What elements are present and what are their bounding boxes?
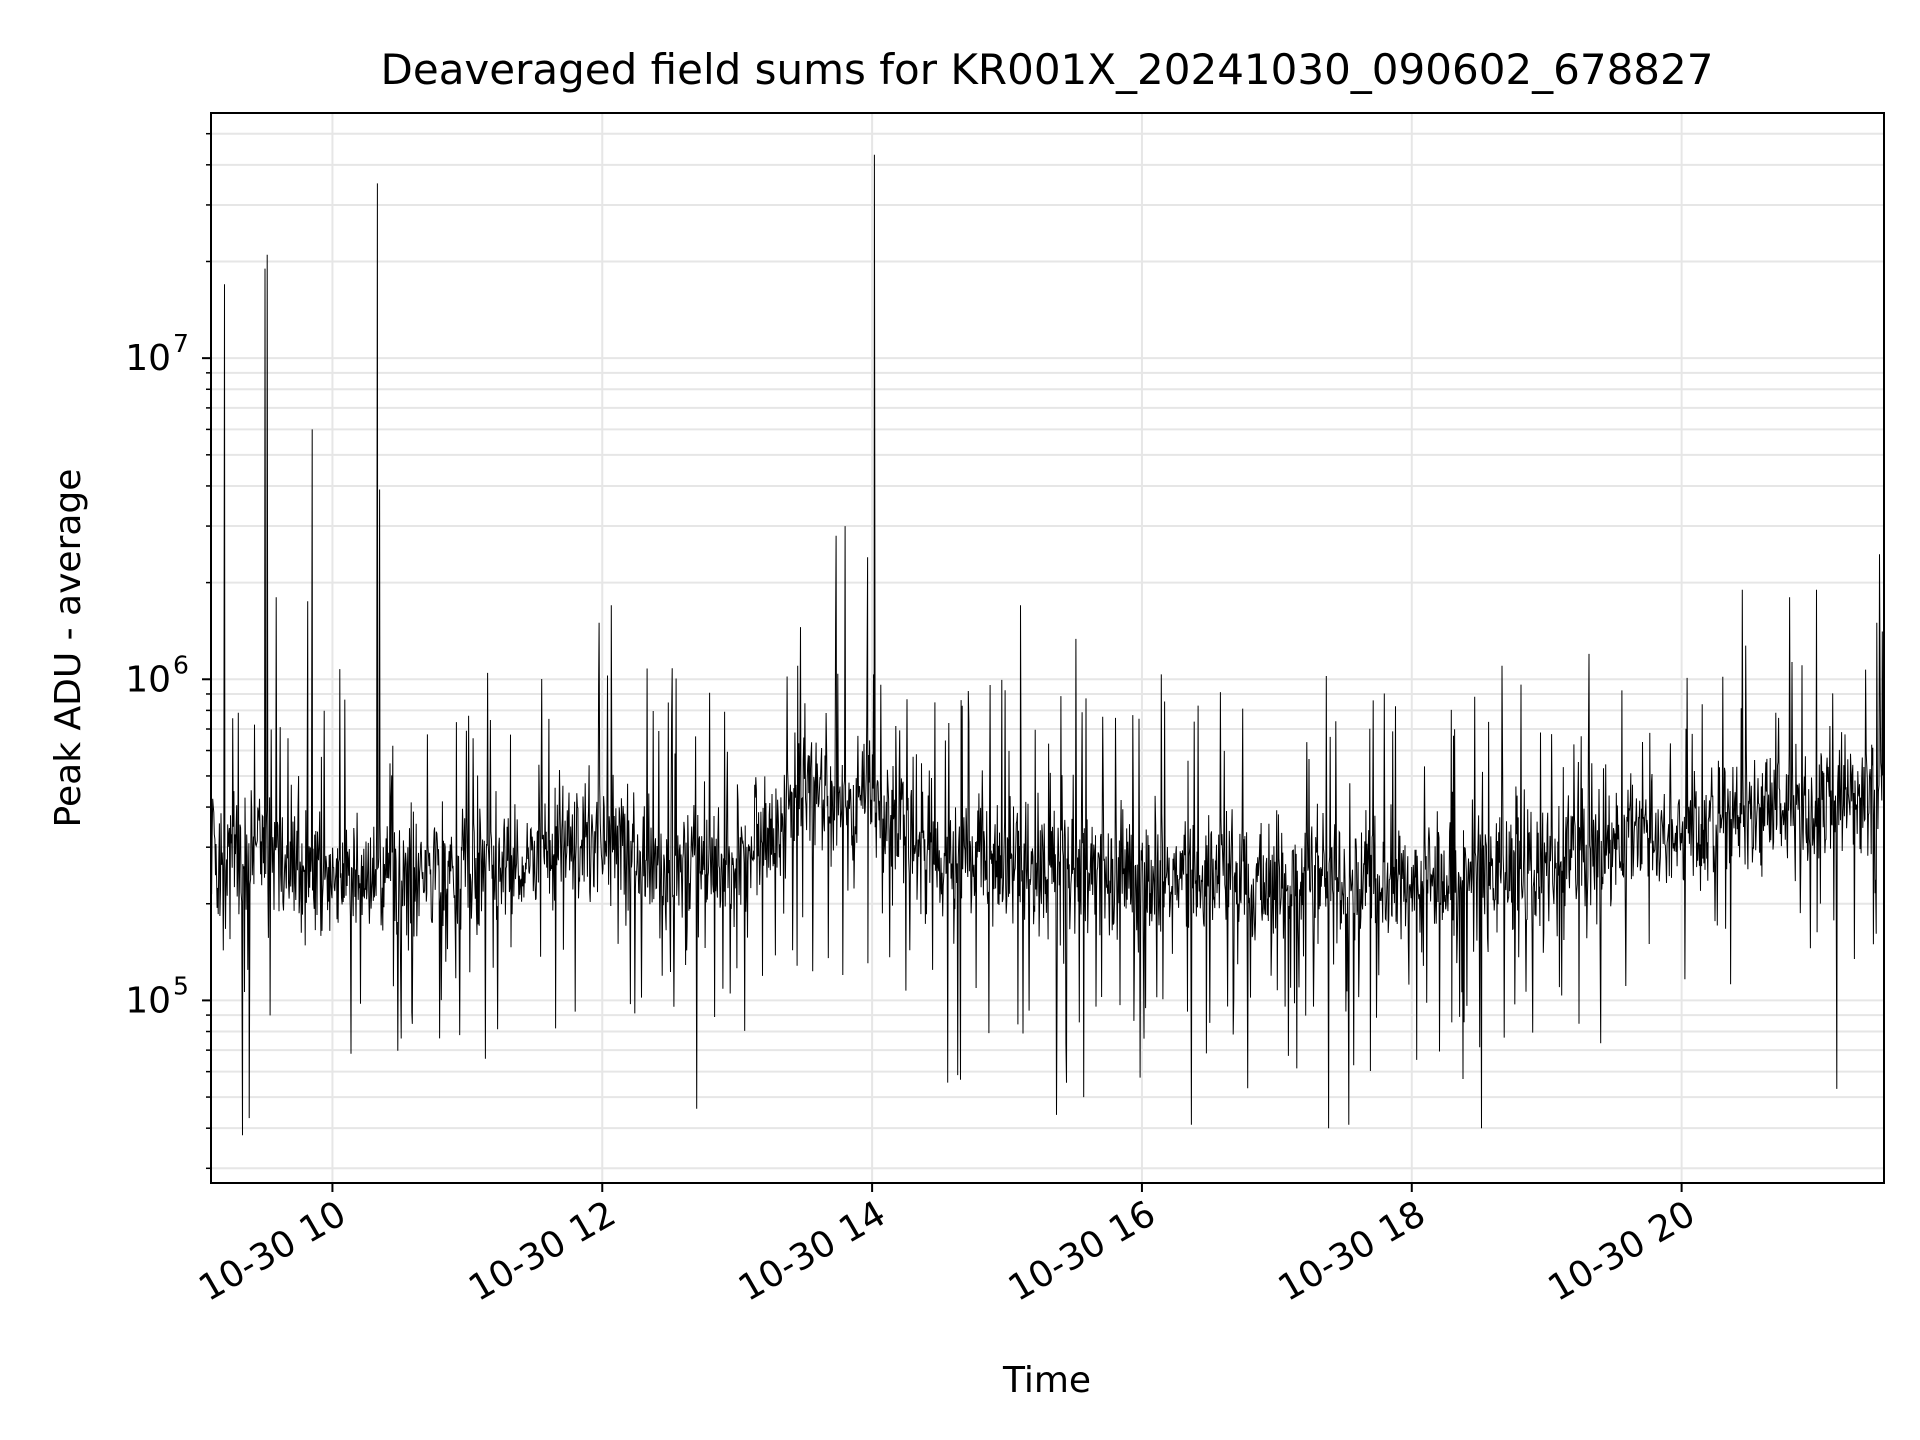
- y-axis-label: Peak ADU - average: [48, 469, 89, 828]
- series-line: [210, 154, 1885, 1136]
- y-tick-label: 10: [125, 338, 171, 379]
- chart-title: Deaveraged field sums for KR001X_2024103…: [381, 45, 1714, 94]
- y-tick-exponent: 7: [173, 329, 189, 358]
- y-tick-exponent: 5: [173, 971, 189, 1000]
- y-tick-label: 10: [125, 980, 171, 1021]
- plot-area-background: [211, 113, 1884, 1183]
- plot-frame: [210, 112, 1885, 1184]
- y-tick-label: 10: [125, 659, 171, 700]
- y-tick-exponent: 6: [173, 650, 189, 679]
- major-grid: [211, 113, 1884, 1183]
- x-axis-label: Time: [1002, 1360, 1091, 1401]
